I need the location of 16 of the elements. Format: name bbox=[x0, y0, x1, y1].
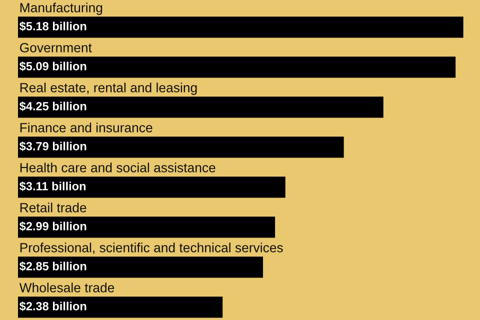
data-label: $5.09 billion bbox=[19, 61, 86, 72]
data-label: $3.79 billion bbox=[19, 141, 86, 152]
data-label: $2.38 billion bbox=[19, 301, 86, 312]
data-label: $2.85 billion bbox=[19, 261, 86, 272]
data-label: $4.25 billion bbox=[19, 101, 86, 112]
y-tick-label: Manufacturing bbox=[20, 2, 102, 15]
y-tick-label: Finance and insurance bbox=[20, 122, 152, 132]
data-label: $3.11 billion bbox=[19, 181, 86, 192]
data-label: $2.99 billion bbox=[19, 221, 86, 232]
data-label: $5.18 billion bbox=[19, 21, 86, 32]
y-tick-label: Health care and social assistance bbox=[20, 162, 216, 172]
y-tick-label: Retail trade bbox=[20, 202, 86, 212]
y-tick-label: Real estate, rental and leasing bbox=[20, 82, 197, 95]
y-tick-label: Government bbox=[20, 43, 92, 52]
y-tick-label: Professional, scientific and technical services bbox=[20, 242, 283, 254]
y-tick-label: Wholesale trade bbox=[19, 282, 114, 292]
